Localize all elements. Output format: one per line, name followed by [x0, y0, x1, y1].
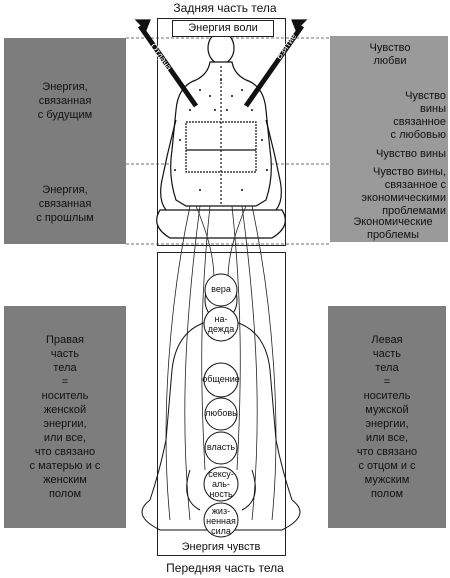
chakra-label-power: власть [206, 442, 236, 452]
label-economic-problems: Экономические проблемы [353, 216, 433, 241]
panel-past-energy: Энергия, связанная с прошлым [4, 164, 126, 244]
panel-future-energy: Энергия, связанная с будущим [4, 38, 126, 164]
back-figure [156, 31, 286, 239]
back-figure-dots [174, 79, 268, 191]
chakra-power [204, 431, 238, 465]
top-title: Задняя часть тела [173, 1, 277, 15]
chakra-faith [204, 273, 238, 307]
label-love-feeling: Чувство любви [369, 42, 411, 67]
chakra-label-faith: вера [211, 284, 231, 294]
bottom-title: Передняя часть тела [166, 561, 284, 575]
chakra-label-hope: на- дежда [207, 314, 235, 334]
panel-right-background [330, 36, 448, 242]
right-arrow-text: Взятие [273, 32, 298, 62]
chakra-hope [203, 306, 239, 342]
label-guilt: Чувство вины [376, 148, 446, 160]
chakra-communication [203, 362, 239, 398]
will-energy-label: Энергия воли [172, 20, 274, 37]
chakra-label-communication: общение [202, 374, 240, 384]
label-guilt-economic: Чувство вины, связанное с экономическими… [361, 166, 446, 217]
chakra-label-sexuality: сексу- аль- ность [208, 469, 234, 499]
energy-lines [165, 205, 277, 521]
senses-energy-label: Энергия чувств [160, 540, 282, 555]
chakra-circles [203, 273, 239, 538]
shoulder-arrows [134, 19, 308, 108]
panel-left-side-body: Левая часть тела = носитель мужской энер… [328, 306, 446, 528]
chakra-sexuality [203, 466, 239, 502]
chakra-label-love: любовь [205, 408, 237, 418]
chakra-vital-force [203, 502, 239, 538]
panel-right-side-body: Правая часть тела = носитель женской эне… [4, 306, 126, 528]
left-arrow-text: Отдача [148, 41, 174, 72]
chakra-love [204, 397, 238, 431]
label-guilt-love: Чувство вины связанное с любовью [390, 90, 446, 141]
chakra-label-vital-force: жиз- ненная сила [206, 506, 236, 536]
